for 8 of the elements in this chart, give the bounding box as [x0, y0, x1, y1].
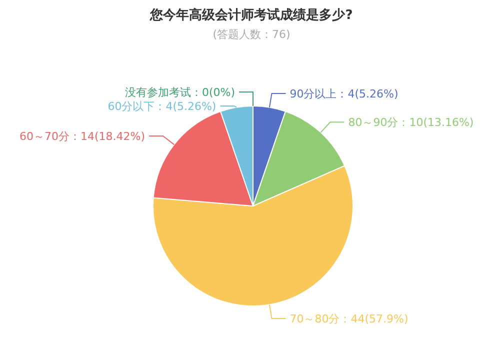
slice-label: 70～80分：44(57.9%) [290, 312, 408, 326]
legend-label: 没有参加考试：0(0%) [124, 86, 235, 99]
slice-label: 60分以下：4(5.26%) [108, 100, 216, 113]
chart-title: 您今年高级会计师考试成绩是多少? [149, 7, 353, 23]
slice-label: 90分以上：4(5.26%) [290, 88, 398, 101]
chart-subtitle: (答题人数：76) [212, 28, 290, 41]
slice-label: 80～90分：10(13.16%) [348, 116, 474, 130]
slice-label: 60～70分：14(18.42%) [20, 130, 146, 143]
